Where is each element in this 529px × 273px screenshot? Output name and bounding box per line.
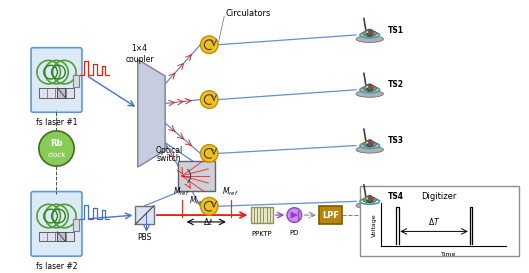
Text: Time: Time bbox=[441, 252, 456, 257]
Ellipse shape bbox=[360, 87, 379, 93]
Bar bbox=[58, 88, 65, 98]
Circle shape bbox=[200, 197, 218, 215]
Text: switch: switch bbox=[157, 154, 181, 163]
Text: Optical: Optical bbox=[156, 146, 183, 155]
Bar bbox=[135, 206, 154, 224]
Bar bbox=[178, 161, 215, 191]
Text: PBS: PBS bbox=[138, 233, 152, 242]
Bar bbox=[39, 88, 74, 98]
Text: Rb: Rb bbox=[50, 139, 63, 148]
Ellipse shape bbox=[360, 199, 379, 204]
Text: Voltage: Voltage bbox=[371, 213, 377, 237]
Ellipse shape bbox=[363, 30, 377, 37]
Circle shape bbox=[369, 86, 371, 88]
Circle shape bbox=[371, 31, 373, 33]
Circle shape bbox=[366, 84, 373, 91]
Text: 1×4: 1×4 bbox=[132, 44, 148, 53]
Ellipse shape bbox=[360, 143, 379, 148]
Circle shape bbox=[369, 31, 371, 33]
Bar bbox=[360, 186, 518, 256]
Circle shape bbox=[371, 86, 373, 88]
Text: Digitizer: Digitizer bbox=[422, 192, 457, 201]
Text: TS3: TS3 bbox=[388, 136, 404, 145]
Text: fs laser #2: fs laser #2 bbox=[36, 262, 77, 271]
Text: $\Delta T$: $\Delta T$ bbox=[428, 216, 440, 227]
Bar bbox=[73, 75, 79, 87]
Ellipse shape bbox=[363, 85, 377, 91]
Circle shape bbox=[369, 141, 371, 144]
Text: TS2: TS2 bbox=[388, 80, 404, 89]
Text: $\Delta\ell$: $\Delta\ell$ bbox=[203, 216, 213, 227]
Circle shape bbox=[366, 140, 373, 147]
Ellipse shape bbox=[363, 197, 377, 203]
Circle shape bbox=[366, 86, 369, 88]
Bar bbox=[319, 206, 342, 224]
Text: $M_{ref}$: $M_{ref}$ bbox=[174, 186, 190, 198]
Polygon shape bbox=[290, 211, 298, 219]
Ellipse shape bbox=[356, 202, 384, 209]
Circle shape bbox=[200, 91, 218, 108]
Text: TS1: TS1 bbox=[388, 26, 404, 35]
Polygon shape bbox=[138, 60, 165, 167]
FancyBboxPatch shape bbox=[31, 48, 82, 112]
Bar bbox=[39, 232, 74, 242]
Bar bbox=[58, 232, 65, 242]
Text: $M_{tar}$: $M_{tar}$ bbox=[189, 195, 206, 207]
Circle shape bbox=[366, 195, 373, 202]
FancyBboxPatch shape bbox=[31, 192, 82, 256]
Bar bbox=[251, 207, 273, 223]
Text: $M_{ref}$: $M_{ref}$ bbox=[222, 186, 239, 198]
Circle shape bbox=[200, 145, 218, 162]
Circle shape bbox=[366, 197, 369, 200]
Ellipse shape bbox=[356, 146, 384, 153]
Circle shape bbox=[287, 208, 302, 222]
Circle shape bbox=[371, 141, 373, 144]
Circle shape bbox=[366, 141, 369, 144]
Ellipse shape bbox=[363, 141, 377, 147]
Ellipse shape bbox=[356, 90, 384, 97]
Circle shape bbox=[39, 131, 74, 166]
Circle shape bbox=[200, 36, 218, 54]
Circle shape bbox=[366, 29, 373, 36]
Ellipse shape bbox=[360, 32, 379, 38]
Text: LPF: LPF bbox=[322, 210, 339, 219]
Circle shape bbox=[366, 31, 369, 33]
Circle shape bbox=[371, 197, 373, 200]
Circle shape bbox=[369, 197, 371, 200]
Text: Circulators: Circulators bbox=[226, 9, 271, 18]
Bar bbox=[73, 219, 79, 231]
Text: TS4: TS4 bbox=[388, 192, 404, 201]
Text: clock: clock bbox=[47, 152, 66, 158]
Text: PPKTP: PPKTP bbox=[252, 231, 272, 237]
Ellipse shape bbox=[356, 36, 384, 43]
Text: fs laser #1: fs laser #1 bbox=[36, 118, 77, 127]
Text: coupler: coupler bbox=[125, 55, 154, 64]
Text: PD: PD bbox=[290, 230, 299, 236]
